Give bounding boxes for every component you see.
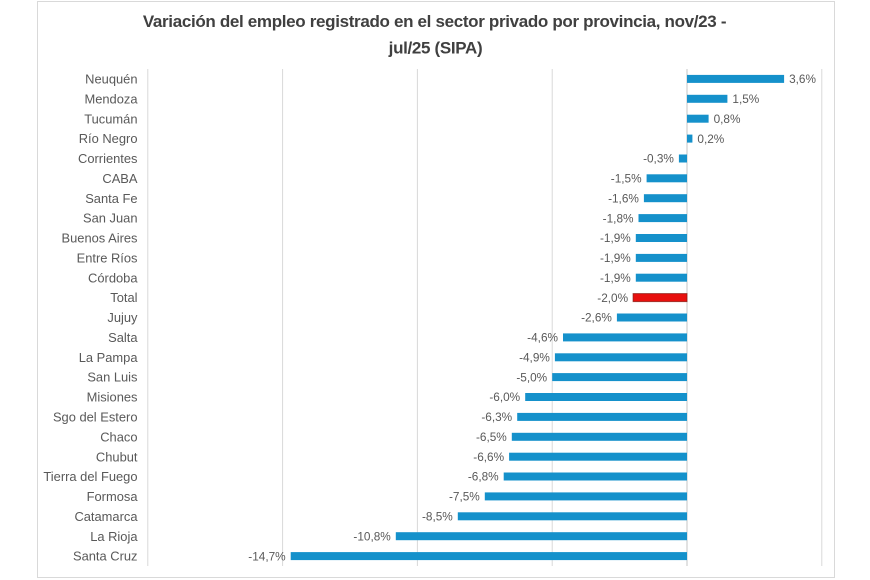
svg-text:1,5%: 1,5% — [732, 92, 759, 106]
svg-text:-7,5%: -7,5% — [449, 490, 480, 504]
svg-text:Neuquén: Neuquén — [85, 72, 137, 87]
svg-text:jul/25 (SIPA): jul/25 (SIPA) — [388, 39, 483, 58]
svg-text:-14,7%: -14,7% — [248, 549, 286, 563]
svg-text:San Luis: San Luis — [87, 370, 137, 385]
svg-text:Variación del empleo registrad: Variación del empleo registrado en el se… — [143, 12, 726, 31]
svg-text:-6,6%: -6,6% — [473, 450, 504, 464]
svg-text:Río Negro: Río Negro — [79, 131, 138, 146]
svg-text:Santa Cruz: Santa Cruz — [73, 549, 138, 564]
svg-text:Salta: Salta — [108, 330, 138, 345]
svg-text:-4,9%: -4,9% — [519, 351, 550, 365]
svg-text:-1,9%: -1,9% — [600, 271, 631, 285]
svg-text:-0,3%: -0,3% — [643, 152, 674, 166]
svg-text:CABA: CABA — [102, 171, 138, 186]
svg-text:-6,8%: -6,8% — [468, 470, 499, 484]
svg-text:-4,6%: -4,6% — [527, 331, 558, 345]
svg-text:Chaco: Chaco — [100, 429, 137, 444]
svg-text:Formosa: Formosa — [87, 489, 139, 504]
svg-text:-10,8%: -10,8% — [353, 529, 391, 543]
svg-text:-1,9%: -1,9% — [600, 231, 631, 245]
svg-text:Catamarca: Catamarca — [74, 509, 138, 524]
svg-text:3,6%: 3,6% — [789, 72, 816, 86]
svg-text:San Juan: San Juan — [83, 211, 137, 226]
svg-text:-8,5%: -8,5% — [422, 510, 453, 524]
svg-text:0,8%: 0,8% — [714, 112, 741, 126]
svg-text:Mendoza: Mendoza — [84, 91, 138, 106]
svg-text:-1,5%: -1,5% — [611, 172, 642, 186]
svg-text:0,2%: 0,2% — [697, 132, 724, 146]
svg-text:-1,9%: -1,9% — [600, 251, 631, 265]
svg-text:Buenos Aires: Buenos Aires — [62, 231, 138, 246]
svg-text:-5,0%: -5,0% — [516, 370, 547, 384]
svg-text:-1,6%: -1,6% — [608, 191, 639, 205]
svg-text:Chubut: Chubut — [96, 449, 138, 464]
svg-text:Santa Fe: Santa Fe — [85, 191, 137, 206]
svg-text:Corrientes: Corrientes — [78, 151, 137, 166]
svg-text:-6,0%: -6,0% — [489, 390, 520, 404]
svg-text:Tierra del Fuego: Tierra del Fuego — [43, 469, 137, 484]
svg-text:-6,5%: -6,5% — [476, 430, 507, 444]
svg-text:Tucumán: Tucumán — [84, 111, 137, 126]
svg-text:Córdoba: Córdoba — [88, 270, 138, 285]
svg-text:-2,0%: -2,0% — [597, 291, 628, 305]
svg-text:-2,6%: -2,6% — [581, 311, 612, 325]
svg-text:-6,3%: -6,3% — [481, 410, 512, 424]
svg-text:Jujuy: Jujuy — [107, 310, 138, 325]
svg-text:Sgo del Estero: Sgo del Estero — [53, 410, 138, 425]
svg-text:Entre Ríos: Entre Ríos — [77, 251, 138, 266]
svg-text:La Rioja: La Rioja — [90, 529, 138, 544]
svg-text:Misiones: Misiones — [87, 390, 138, 405]
svg-text:-1,8%: -1,8% — [603, 211, 634, 225]
svg-text:Total: Total — [110, 290, 137, 305]
svg-text:La Pampa: La Pampa — [79, 350, 139, 365]
